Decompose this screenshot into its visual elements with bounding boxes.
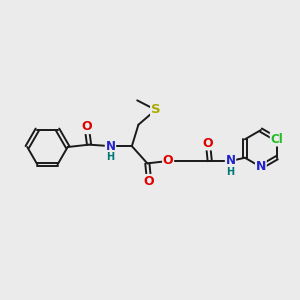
Text: O: O — [163, 154, 173, 167]
Text: N: N — [256, 160, 266, 173]
Text: O: O — [81, 120, 92, 133]
Text: O: O — [202, 137, 213, 150]
Text: S: S — [151, 103, 160, 116]
Text: N: N — [106, 140, 116, 153]
Text: Cl: Cl — [270, 133, 283, 146]
Text: H: H — [106, 152, 115, 162]
Text: N: N — [226, 154, 236, 167]
Text: H: H — [226, 167, 235, 177]
Text: O: O — [144, 175, 154, 188]
